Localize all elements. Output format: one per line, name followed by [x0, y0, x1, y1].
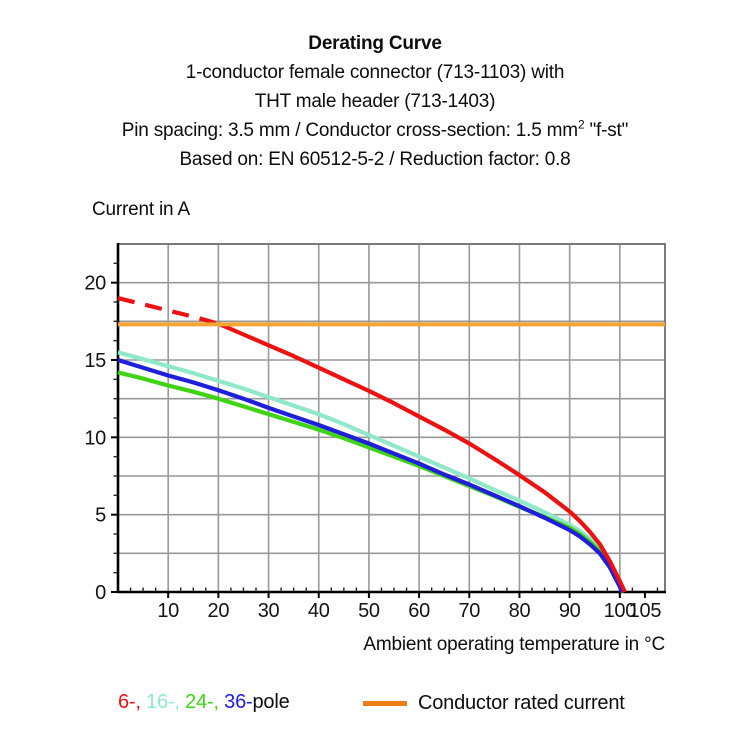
y-axis-title: Current in A [92, 199, 190, 220]
x-tick-label: 80 [509, 600, 531, 622]
chart-subtitle-header: THT male header (713-1403) [254, 91, 496, 112]
legend-rated-current: Conductor rated current [363, 691, 625, 715]
x-tick-label: 60 [408, 600, 430, 622]
y-tick-label: 5 [95, 505, 106, 527]
legend-pole-label: 36- [224, 691, 253, 713]
superscript-2: 2 [577, 117, 585, 132]
x-axis-title: Ambient operating temperature in °C [363, 634, 665, 655]
rated-current-label: Conductor rated current [418, 691, 625, 714]
curve-6-pole [217, 321, 627, 593]
legend-pole-label: 6-, [118, 691, 147, 713]
chart-title: Derating Curve [308, 33, 442, 54]
curve-36-pole [117, 357, 624, 593]
y-tick-label: 15 [84, 350, 106, 372]
y-tick-label: 0 [95, 582, 106, 604]
curve-24-pole [117, 370, 625, 593]
legend-pole-label: pole [252, 691, 290, 713]
rated-current-swatch [363, 700, 407, 706]
chart-subtitle-specs: Pin spacing: 3.5 mm / Conductor cross-se… [121, 117, 629, 141]
legend-poles: 6-, 16-, 24-, 36-pole [118, 691, 290, 714]
chart-subtitle-connector: 1-conductor female connector (713-1103) … [185, 62, 565, 83]
x-tick-label: 30 [258, 600, 280, 622]
x-tick-label: 105 [629, 600, 662, 622]
legend-pole-label: 24-, [185, 691, 225, 713]
x-tick-label: 100 [604, 600, 637, 622]
x-tick-label: 40 [308, 600, 330, 622]
y-tick-label: 20 [84, 273, 106, 295]
curve-6-pole-dashed [117, 296, 219, 326]
x-tick-label: 70 [458, 600, 480, 622]
x-tick-label: 50 [358, 600, 380, 622]
chart-subtitle-basis: Based on: EN 60512-5-2 / Reduction facto… [179, 149, 571, 170]
y-tick-label: 10 [84, 427, 106, 449]
x-tick-label: 10 [157, 600, 179, 622]
legend-pole-label: 16-, [146, 691, 186, 713]
x-tick-label: 90 [559, 600, 581, 622]
chart-header: Derating Curve 1-conductor female connec… [0, 29, 750, 174]
curve-16-pole [117, 350, 626, 593]
x-tick-label: 20 [208, 600, 230, 622]
